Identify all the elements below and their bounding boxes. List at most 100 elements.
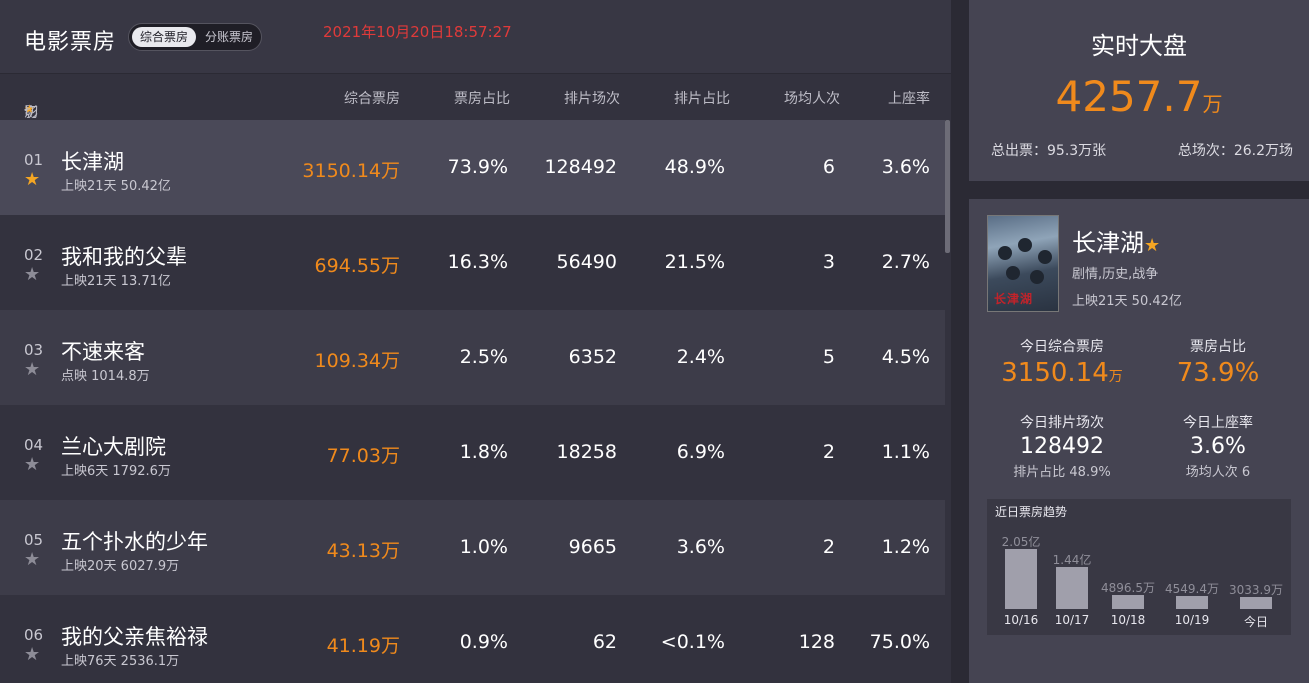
poster-figure: [1030, 270, 1044, 284]
row-film-name: 我和我的父辈: [61, 245, 187, 269]
row-seat: 4.5%: [881, 346, 930, 368]
realtime-panel: 实时大盘 4257.7万 总出票：95.3万张 总场次：26.2万场: [969, 0, 1309, 181]
header-box[interactable]: 综合票房: [344, 91, 400, 107]
row-shows: 62: [592, 631, 617, 653]
trend-date-label: 10/16: [1003, 613, 1039, 627]
table-header: 影片 (点击 ★ 切换右侧展示) 综合票房 票房占比 排片场次 排片占比 场均人…: [0, 74, 951, 221]
table-row[interactable]: 01 ★ 长津湖 上映21天 50.42亿 3150.14万 73.9% 128…: [0, 120, 945, 215]
row-box-share: 73.9%: [447, 156, 508, 178]
star-icon[interactable]: ★: [24, 454, 41, 475]
toggle-combined-box[interactable]: 综合票房: [132, 27, 196, 47]
star-icon[interactable]: ★: [24, 644, 41, 665]
poster-figure: [998, 246, 1012, 260]
page-title: 电影票房: [24, 30, 117, 55]
star-icon: ★: [24, 102, 35, 116]
row-rank: 06: [24, 626, 44, 644]
film-detail-panel: 长津湖 长津湖★ 剧情,历史,战争 上映21天 50.42亿 今日综合票房 31…: [969, 199, 1309, 683]
star-icon: ★: [1144, 235, 1161, 256]
toggle-split-box[interactable]: 分账票房: [204, 30, 253, 44]
detail-film-name: 长津湖★: [1072, 223, 1160, 258]
trend-bar-label: 4896.5万: [1101, 581, 1155, 595]
row-seat: 1.1%: [881, 441, 930, 463]
row-rank: 05: [24, 531, 44, 549]
row-avg: 3: [822, 251, 835, 273]
table-row[interactable]: 05 ★ 五个扑水的少年 上映20天 6027.9万 43.13万 1.0% 9…: [0, 500, 945, 595]
row-avg: 2: [822, 441, 835, 463]
star-icon[interactable]: ★: [24, 264, 41, 285]
total-shows: 总场次：26.2万场: [1177, 143, 1293, 159]
star-icon[interactable]: ★: [24, 549, 41, 570]
row-film-sub: 点映 1014.8万: [61, 369, 150, 384]
stat-sub: 场均人次 6: [1185, 465, 1251, 480]
table-row[interactable]: 04 ★ 兰心大剧院 上映6天 1792.6万 77.03万 1.8% 1825…: [0, 405, 945, 500]
row-show-share: <0.1%: [660, 631, 725, 653]
row-show-share: 3.6%: [676, 536, 725, 558]
row-box-share: 1.8%: [459, 441, 508, 463]
trend-date-label: 10/17: [1054, 613, 1090, 627]
stat-value: 3.6%: [1190, 434, 1246, 459]
total-tickets: 总出票：95.3万张: [991, 143, 1107, 159]
detail-info: 上映21天 50.42亿: [1072, 294, 1182, 309]
table-row[interactable]: 02 ★ 我和我的父辈 上映21天 13.71亿 694.55万 16.3% 5…: [0, 215, 945, 310]
realtime-total: 4257.7万: [969, 72, 1309, 121]
trend-bar-label: 4549.4万: [1165, 582, 1219, 596]
star-icon[interactable]: ★: [24, 359, 41, 380]
star-icon[interactable]: ★: [24, 169, 41, 190]
row-box-share: 16.3%: [447, 251, 508, 273]
trend-bar-label: 3033.9万: [1229, 583, 1283, 597]
scrollbar-thumb[interactable]: [945, 120, 950, 253]
row-shows: 6352: [568, 346, 617, 368]
row-film-name: 我的父亲焦裕禄: [61, 625, 208, 649]
stat-label: 今日综合票房: [1020, 339, 1104, 355]
row-box: 41.19万: [326, 635, 400, 657]
row-shows: 56490: [556, 251, 617, 273]
realtime-title: 实时大盘: [1091, 32, 1187, 60]
trend-bar-label: 1.44亿: [1052, 553, 1092, 567]
update-timestamp: 2021年10月20日18:57:27: [323, 23, 512, 41]
header-avg[interactable]: 场均人次: [784, 91, 840, 107]
row-shows: 9665: [568, 536, 617, 558]
row-show-share: 6.9%: [676, 441, 725, 463]
trend-date-label: 今日: [1243, 615, 1268, 629]
stat-sub: 排片占比 48.9%: [1013, 465, 1111, 480]
detail-film-title: 长津湖: [1072, 229, 1144, 257]
header-box-share[interactable]: 票房占比: [454, 91, 510, 107]
row-show-share: 21.5%: [664, 251, 725, 273]
row-film-sub: 上映21天 50.42亿: [61, 179, 171, 194]
header-show-share[interactable]: 排片占比: [674, 91, 730, 107]
row-seat: 3.6%: [881, 156, 930, 178]
row-shows: 18258: [556, 441, 617, 463]
stat-today-shows: 今日排片场次 128492 排片占比 48.9%: [977, 412, 1147, 480]
table-row[interactable]: 06 ★ 我的父亲焦裕禄 上映76天 2536.1万 41.19万 0.9% 6…: [0, 595, 945, 683]
row-box-share: 0.9%: [459, 631, 508, 653]
box-office-list-panel: 电影票房 综合票房 分账票房 2021年10月20日18:57:27 影片 (点…: [0, 0, 951, 683]
stat-box-share: 票房占比 73.9%: [1133, 336, 1303, 388]
row-show-share: 2.4%: [676, 346, 725, 368]
stat-label: 票房占比: [1190, 339, 1246, 355]
stat-today-seat: 今日上座率 3.6% 场均人次 6: [1133, 412, 1303, 480]
row-seat: 75.0%: [869, 631, 930, 653]
row-box: 77.03万: [326, 445, 400, 467]
row-film-name: 不速来客: [61, 340, 145, 364]
header-seat[interactable]: 上座率: [888, 91, 930, 107]
realtime-total-unit: 万: [1202, 92, 1223, 116]
table-row[interactable]: 03 ★ 不速来客 点映 1014.8万 109.34万 2.5% 6352 2…: [0, 310, 945, 405]
row-box: 694.55万: [314, 255, 400, 277]
row-avg: 6: [822, 156, 835, 178]
row-avg: 2: [822, 536, 835, 558]
row-rank: 03: [24, 341, 44, 359]
poster-figure: [1018, 238, 1032, 252]
top-bar: 电影票房 综合票房 分账票房 2021年10月20日18:57:27: [0, 0, 951, 74]
trend-bar: [1112, 595, 1144, 609]
header-shows[interactable]: 排片场次: [564, 91, 620, 107]
row-avg: 128: [798, 631, 835, 653]
row-box: 3150.14万: [302, 160, 400, 182]
box-type-toggle[interactable]: 综合票房 分账票房: [128, 23, 262, 51]
poster-figure: [1038, 250, 1052, 264]
trend-date-label: 10/19: [1174, 613, 1210, 627]
scrollbar-track[interactable]: [945, 120, 951, 683]
row-rank: 02: [24, 246, 44, 264]
row-show-share: 48.9%: [664, 156, 725, 178]
row-box-share: 1.0%: [459, 536, 508, 558]
stat-today-box: 今日综合票房 3150.14万: [977, 336, 1147, 388]
